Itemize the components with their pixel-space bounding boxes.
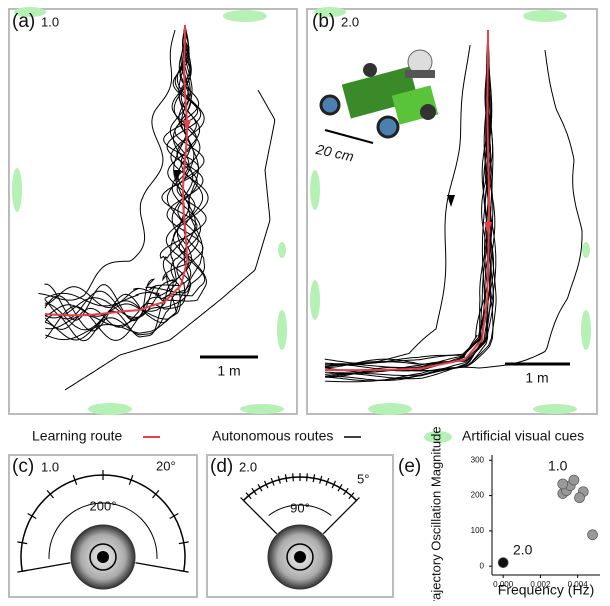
gain-label: 2.0 bbox=[239, 459, 257, 474]
panel-label: (d) bbox=[210, 456, 233, 477]
y-tick-label: 300 bbox=[471, 455, 485, 464]
fov-tick bbox=[307, 473, 308, 481]
robot bbox=[321, 50, 438, 137]
y-tick-label: 200 bbox=[471, 491, 485, 500]
y-tick-label: 0 bbox=[480, 561, 485, 570]
fov-edge bbox=[323, 500, 356, 533]
fov-tick bbox=[252, 488, 257, 495]
fov-edge bbox=[135, 563, 183, 572]
point bbox=[575, 493, 585, 503]
arrow bbox=[447, 195, 455, 207]
route bbox=[45, 25, 189, 308]
fov-tick bbox=[170, 514, 179, 519]
route bbox=[38, 30, 175, 300]
point bbox=[498, 558, 508, 568]
angle-label: 20° bbox=[156, 458, 176, 473]
scale-label: 20 cm bbox=[314, 141, 356, 165]
y-tick-label: 100 bbox=[471, 526, 485, 535]
fov-tick bbox=[344, 488, 349, 495]
fov-edge bbox=[22, 563, 70, 572]
panel-label: (c) bbox=[12, 456, 34, 477]
route bbox=[45, 25, 193, 318]
fov-tick bbox=[28, 514, 37, 519]
fov-tick bbox=[17, 542, 27, 544]
fov-tick bbox=[285, 474, 286, 482]
fov-tick bbox=[293, 473, 294, 481]
panel-label: (e) bbox=[398, 456, 421, 477]
route bbox=[45, 25, 188, 306]
angle-label: 200° bbox=[90, 498, 117, 513]
scale-bar bbox=[325, 130, 373, 143]
point bbox=[558, 479, 568, 489]
legend-text: Autonomous routes bbox=[212, 428, 333, 444]
gain-label: 1.0 bbox=[41, 459, 59, 474]
x-axis-label: Frequency (Hz) bbox=[498, 582, 594, 598]
annotation: 2.0 bbox=[513, 542, 533, 558]
fov-diagram bbox=[241, 473, 360, 589]
panel-b-frame bbox=[307, 9, 597, 414]
point bbox=[569, 475, 579, 485]
legend-text: Artificial visual cues bbox=[462, 428, 584, 444]
panel-label: (b) bbox=[312, 11, 335, 32]
routes bbox=[38, 25, 582, 390]
angle-label: 5° bbox=[357, 471, 369, 486]
fisheye-center bbox=[294, 551, 306, 563]
figure: (a) 1.0 1 m (b) 2.0 1 m 20 cm Learning r… bbox=[0, 0, 610, 601]
y-axis-label: Trajectory Oscillation Magnitude bbox=[428, 426, 443, 601]
fov-tick bbox=[313, 474, 314, 482]
fov-diagram bbox=[17, 470, 188, 589]
panel-a-frame bbox=[9, 9, 297, 414]
visual-cues bbox=[12, 7, 591, 415]
annotation: 1.0 bbox=[548, 458, 568, 474]
scale-label: 1 m bbox=[525, 370, 548, 386]
gain-label: 1.0 bbox=[41, 14, 59, 29]
fov-tick bbox=[179, 542, 189, 544]
fisheye-center bbox=[97, 551, 109, 563]
fov-edge bbox=[243, 500, 276, 533]
gain-label: 2.0 bbox=[341, 14, 359, 29]
legend-text: Learning route bbox=[32, 428, 123, 444]
panel-label: (a) bbox=[12, 11, 35, 32]
angle-label: 90° bbox=[290, 500, 310, 515]
scale-label: 1 m bbox=[217, 363, 240, 379]
point bbox=[588, 530, 598, 540]
route bbox=[45, 25, 187, 315]
route bbox=[65, 90, 275, 390]
